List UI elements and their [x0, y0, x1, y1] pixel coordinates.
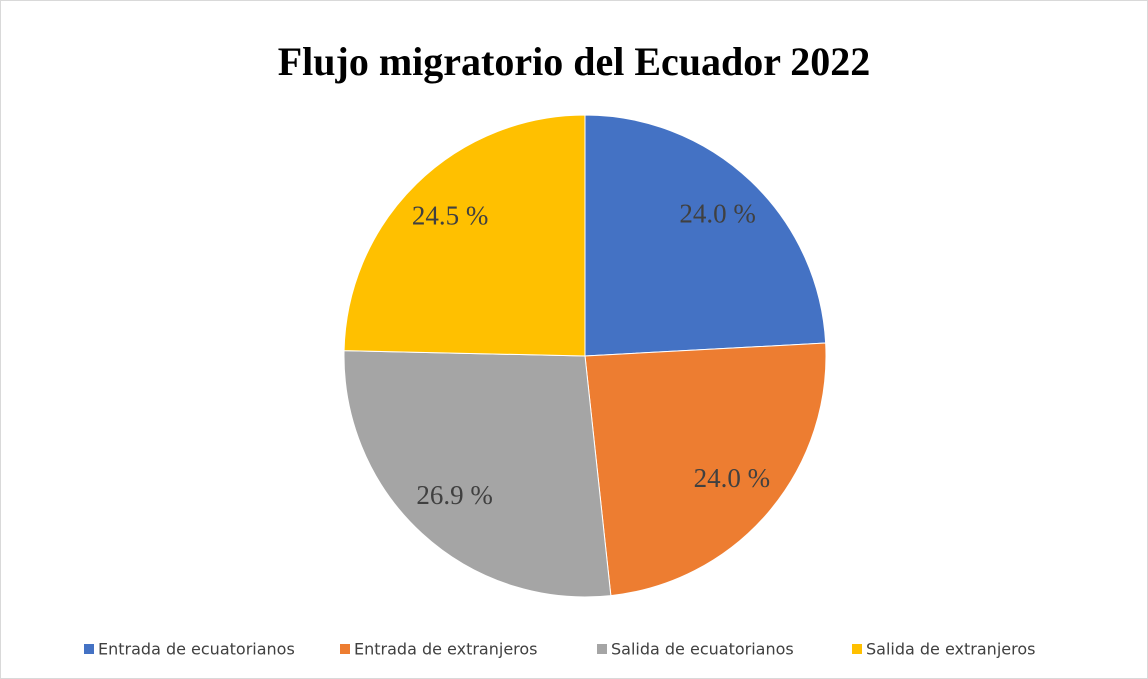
pie-slice — [343, 350, 612, 598]
legend-swatch — [852, 644, 862, 654]
legend-label: Entrada de extranjeros — [354, 640, 538, 659]
chart-title: Flujo migratorio del Ecuador 2022 — [278, 39, 871, 84]
pie-slice — [584, 114, 827, 357]
legend-swatch — [84, 644, 94, 654]
legend-label: Salida de extranjeros — [866, 640, 1035, 659]
legend-label: Salida de ecuatorianos — [611, 640, 794, 659]
legend-swatch — [340, 644, 350, 654]
data-label: 24.5 % — [412, 200, 489, 230]
data-label: 26.9 % — [416, 480, 493, 510]
pie-slice — [584, 342, 827, 597]
legend-label: Entrada de ecuatorianos — [98, 640, 295, 659]
data-label: 24.0 % — [679, 198, 756, 228]
pie-slice — [343, 114, 586, 357]
legend-swatch — [597, 644, 607, 654]
data-label: 24.0 % — [694, 463, 771, 493]
